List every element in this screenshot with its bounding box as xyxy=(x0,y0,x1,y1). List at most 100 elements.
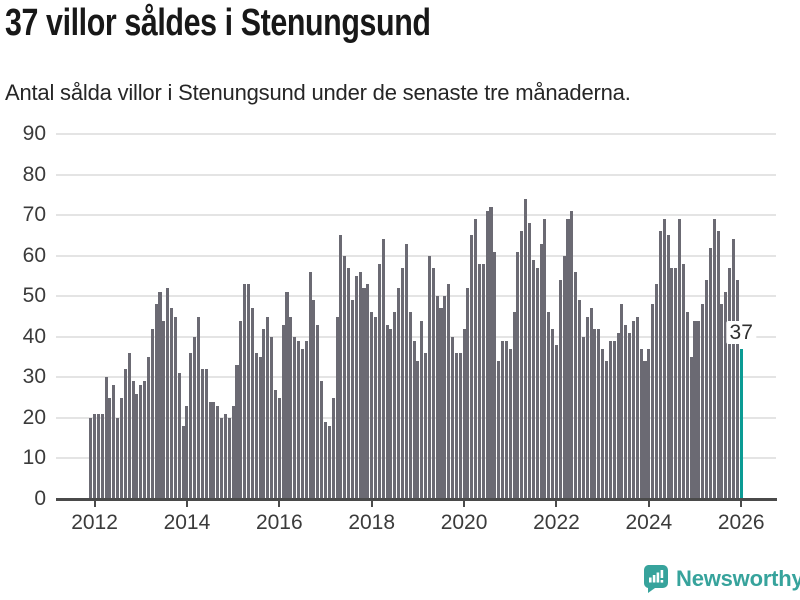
bar xyxy=(293,336,297,499)
bar xyxy=(135,393,139,499)
gridline xyxy=(56,416,776,419)
bar xyxy=(489,207,493,499)
bar xyxy=(477,263,481,499)
bar xyxy=(639,348,643,499)
bar xyxy=(204,369,208,499)
bar xyxy=(347,267,351,499)
bar xyxy=(601,348,605,499)
bar xyxy=(408,312,412,499)
bar xyxy=(339,235,343,499)
bar xyxy=(216,405,220,499)
bar xyxy=(123,369,127,499)
bar xyxy=(651,304,655,499)
bar xyxy=(404,243,408,499)
gridline xyxy=(56,254,776,257)
bar xyxy=(516,251,520,499)
bar xyxy=(131,381,135,499)
bar xyxy=(308,271,312,499)
bar xyxy=(474,219,478,499)
bar xyxy=(170,308,174,499)
bar xyxy=(173,316,177,499)
bar xyxy=(693,320,697,499)
bar xyxy=(508,348,512,499)
bar xyxy=(539,243,543,499)
newsworthy-wordmark: Newsworthy xyxy=(676,566,800,591)
bar xyxy=(527,223,532,499)
bar-chart: 2012 2014 2016 2018 2020 2022 2024 2026 37 xyxy=(56,133,777,534)
bar xyxy=(146,357,150,499)
bar xyxy=(608,340,612,499)
x-tick-label: 2018 xyxy=(348,511,396,534)
bar xyxy=(393,312,397,499)
bar xyxy=(116,417,120,499)
bar xyxy=(658,231,662,499)
bar xyxy=(150,328,154,499)
bar xyxy=(435,296,439,499)
x-tick-mark xyxy=(740,500,743,507)
highlight-value-label: 37 xyxy=(726,320,756,344)
bar xyxy=(481,263,485,499)
bar xyxy=(143,381,147,499)
bar xyxy=(431,267,435,499)
bar xyxy=(462,328,466,499)
bar xyxy=(93,413,97,499)
gridline xyxy=(56,133,776,135)
bar xyxy=(158,292,162,499)
bar xyxy=(597,328,601,499)
bar xyxy=(350,300,354,499)
bar xyxy=(320,381,324,499)
bar xyxy=(439,308,443,499)
gridline xyxy=(56,376,776,379)
bar xyxy=(200,369,204,499)
bar xyxy=(100,413,104,499)
bar xyxy=(166,288,170,499)
bar xyxy=(300,348,304,499)
bar xyxy=(616,332,620,499)
bar xyxy=(716,231,720,499)
bar xyxy=(624,324,628,499)
bar xyxy=(512,312,516,499)
bar xyxy=(289,316,293,499)
y-tick-label: 50 xyxy=(22,284,46,308)
bar xyxy=(504,340,508,499)
bar xyxy=(531,259,535,499)
gridline xyxy=(56,335,776,338)
bar xyxy=(366,284,370,499)
bar xyxy=(212,401,216,499)
bar xyxy=(697,320,701,499)
bar xyxy=(612,340,616,499)
bar xyxy=(231,405,235,499)
x-tick-label: 2014 xyxy=(163,511,211,534)
x-tick-mark xyxy=(647,500,650,507)
bar xyxy=(551,328,555,499)
bar xyxy=(635,316,639,499)
newsworthy-icon xyxy=(643,565,668,593)
bar xyxy=(543,219,547,499)
bar xyxy=(247,284,251,499)
bar xyxy=(485,211,489,499)
y-tick-label: 60 xyxy=(22,243,46,267)
x-tick-label: 2026 xyxy=(717,511,765,534)
bar xyxy=(381,239,385,499)
y-tick-label: 0 xyxy=(34,487,46,510)
bar xyxy=(520,231,524,499)
bar xyxy=(589,308,593,499)
newsworthy-logo: Newsworthy xyxy=(643,565,800,593)
bar xyxy=(154,304,158,499)
bar xyxy=(196,316,201,499)
x-tick-mark xyxy=(278,500,281,507)
bar xyxy=(362,288,366,499)
bar xyxy=(712,219,716,499)
x-tick-mark xyxy=(93,500,96,507)
bar xyxy=(689,357,693,499)
bar xyxy=(427,255,431,499)
x-tick-mark xyxy=(555,500,558,507)
bar xyxy=(139,385,143,499)
bar xyxy=(454,353,458,499)
x-tick-label: 2020 xyxy=(440,511,488,534)
bar xyxy=(258,357,262,499)
bar xyxy=(724,292,728,499)
bar xyxy=(304,340,308,499)
bar xyxy=(250,308,254,499)
y-tick-label: 10 xyxy=(22,446,46,470)
